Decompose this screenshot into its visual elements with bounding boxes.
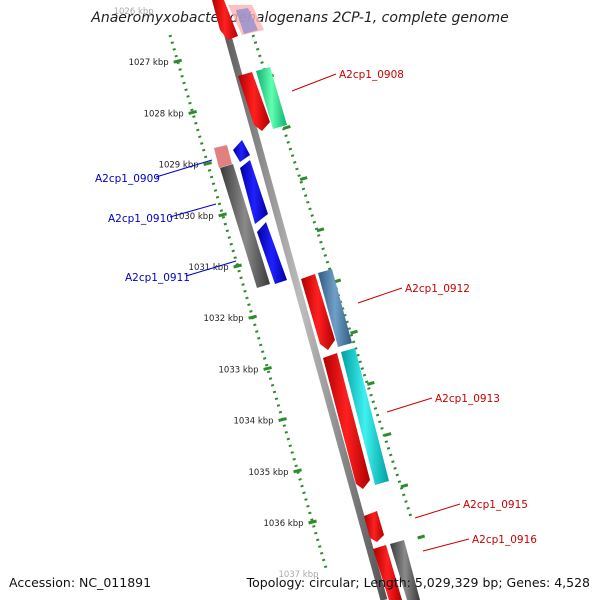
tick-label: 1036 kbp [263, 519, 303, 529]
gene-label-a2cp1-0915[interactable]: A2cp1_0915 [463, 499, 528, 511]
tick-mark-right [299, 176, 308, 182]
tick-mark-left [278, 417, 287, 423]
gene-top-lilac[interactable] [236, 8, 258, 34]
tick-mark-left [173, 58, 183, 64]
tick-label: 1026 kbp [114, 7, 154, 17]
tick-label: 1027 kbp [129, 58, 169, 68]
connector-a2cp1-0912 [357, 287, 403, 304]
gene-a2cp1-0913[interactable] [341, 348, 389, 485]
connector-a2cp1-0916 [422, 538, 470, 552]
gene-label-a2cp1-0910[interactable]: A2cp1_0910 [108, 213, 173, 225]
gene-label-a2cp1-0909[interactable]: A2cp1_0909 [95, 173, 160, 185]
connector-a2cp1-0908 [291, 73, 337, 92]
tick-mark-left [308, 519, 317, 525]
tick-mark-right [417, 534, 426, 540]
tick-labels: 1026 kbp 1027 kbp 1028 kbp 1029 kbp 1030 kbp… [114, 7, 319, 580]
tick-label: 1030 kbp [174, 212, 214, 222]
accession-text: Accession: NC_011891 [9, 575, 152, 590]
gene-label-a2cp1-0912[interactable]: A2cp1_0912 [405, 283, 470, 295]
gene-label-a2cp1-0916[interactable]: A2cp1_0916 [472, 534, 537, 546]
gene-a2cp1-0912-red[interactable] [301, 274, 335, 350]
genome-title: Anaeromyxobacter dehalogenans 2CP-1, com… [91, 10, 509, 26]
gene-a2cp1-0911[interactable] [257, 222, 287, 284]
gene-label-a2cp1-0908[interactable]: A2cp1_0908 [339, 69, 404, 81]
tick-mark-right [316, 227, 325, 233]
tick-label: 1034 kbp [234, 417, 274, 427]
connector-a2cp1-0911 [185, 260, 237, 277]
tick-mark-right [350, 329, 358, 335]
connector-a2cp1-0913 [386, 397, 433, 413]
gene-label-a2cp1-0913[interactable]: A2cp1_0913 [435, 393, 500, 405]
tick-mark-left [293, 468, 302, 474]
gene-a2cp1-0909-blue[interactable] [233, 140, 250, 162]
connector-a2cp1-0909 [155, 159, 213, 178]
tick-label: 1033 kbp [219, 365, 259, 375]
tick-label: 1035 kbp [248, 468, 288, 478]
tick-mark-right [400, 483, 409, 489]
tick-mark-right [282, 124, 291, 130]
gene-top-red[interactable] [212, 0, 238, 40]
tick-label: 1031 kbp [189, 263, 229, 273]
tick-mark-left [263, 365, 272, 371]
connector-a2cp1-0910 [169, 203, 217, 218]
tick-mark-left [188, 109, 198, 115]
gene-a2cp1-0910[interactable] [240, 160, 268, 224]
tick-label: 1028 kbp [144, 109, 184, 119]
gene-a2cp1-0913-red[interactable] [323, 353, 370, 489]
tick-mark-left [233, 263, 242, 269]
tick-label: 1032 kbp [204, 314, 244, 324]
gene-a2cp1-0916[interactable] [390, 540, 420, 600]
tick-mark-left [218, 212, 227, 218]
gene-label-a2cp1-0911[interactable]: A2cp1_0911 [125, 272, 190, 284]
topology-text: Topology: circular; Length: 5,029,329 bp… [246, 575, 590, 590]
gene-a2cp1-0911-grey[interactable] [220, 164, 270, 288]
gene-a2cp1-0915[interactable] [364, 511, 384, 542]
tick-mark-right [366, 380, 375, 386]
scale-line-left [168, 34, 328, 569]
gene-a2cp1-0912[interactable] [318, 269, 352, 347]
tick-label: 1029 kbp [159, 161, 199, 171]
tick-mark-left [203, 161, 213, 167]
connector-a2cp1-0915 [414, 503, 461, 519]
tick-label: 1037 kbp [278, 570, 318, 580]
tick-mark-left [248, 314, 257, 320]
gene-a2cp1-0916-red[interactable] [373, 545, 402, 600]
dna-backbone [214, 0, 388, 600]
gene-a2cp1-0908-red[interactable] [238, 72, 270, 131]
tick-mark-right [383, 432, 392, 438]
gene-a2cp1-0908[interactable] [256, 67, 287, 129]
gene-a2cp1-0909[interactable] [214, 145, 232, 168]
